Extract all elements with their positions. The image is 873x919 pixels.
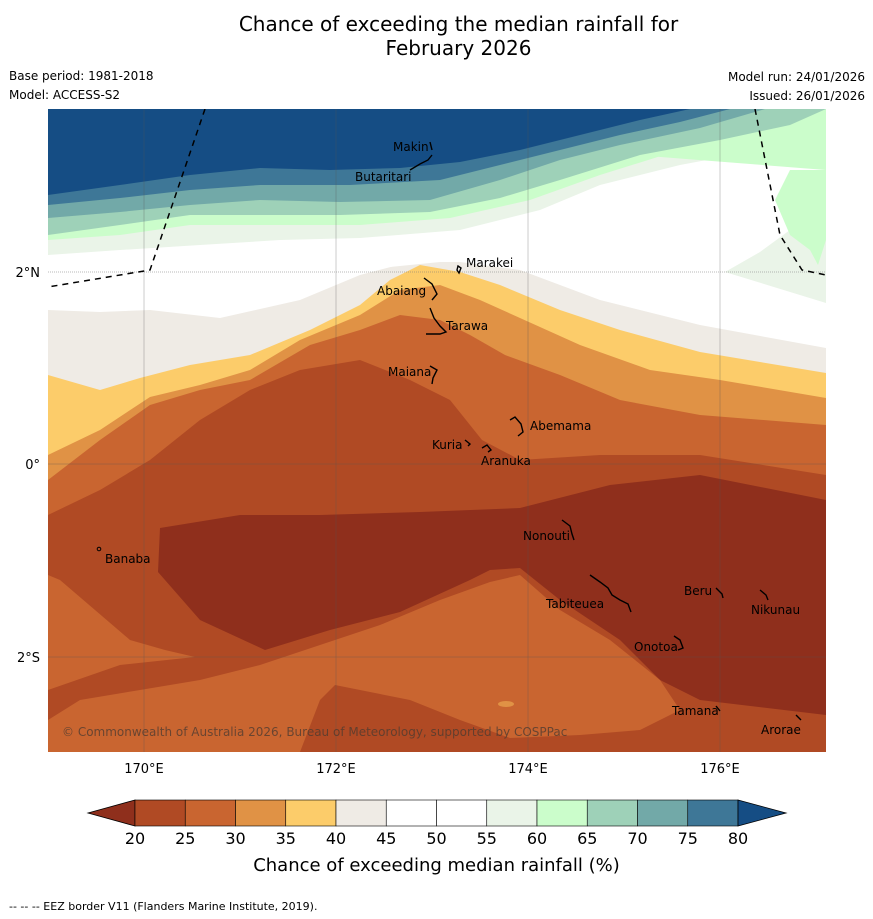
colorbar-cell-c70_75 <box>637 799 689 827</box>
island-nikunau <box>759 589 769 601</box>
colorbar-tick-75: 75 <box>678 829 698 848</box>
colorbar-tick-35: 35 <box>276 829 296 848</box>
eez-border <box>48 109 826 288</box>
colorbar-tick-65: 65 <box>577 829 597 848</box>
island-nonouti <box>561 519 575 541</box>
colorbar-cell-c75_80 <box>687 799 739 827</box>
map-gridlines <box>48 109 826 752</box>
patch-30-35 <box>498 701 514 707</box>
colorbar-tick-40: 40 <box>326 829 346 848</box>
label-abaiang: Abaiang <box>377 284 426 298</box>
island-beru <box>715 587 724 599</box>
colorbar-cell-c35_40 <box>285 799 337 827</box>
map-title-line1: Chance of exceeding the median rainfall … <box>238 12 679 36</box>
model-name: Model: ACCESS-S2 <box>9 88 121 102</box>
island-maiana <box>429 365 438 385</box>
y-tick-2n: 2°N <box>16 266 41 281</box>
label-arorae: Arorae <box>761 723 801 737</box>
island-tarawa <box>426 307 448 335</box>
colorbar-low-extension <box>86 799 136 827</box>
island-onotoa <box>673 635 684 651</box>
colorbar-tick-25: 25 <box>175 829 195 848</box>
issued-date: Issued: 26/01/2026 <box>749 89 865 103</box>
label-butaritari: Butaritari <box>355 170 412 184</box>
colorbar-cell-c55_60 <box>486 799 538 827</box>
map-title: Chance of exceeding the median rainfall … <box>0 12 873 60</box>
island-butaritari <box>409 154 433 171</box>
label-kuria: Kuria <box>432 438 463 452</box>
island-tabiteuea <box>589 574 632 613</box>
island-marakei <box>456 264 462 275</box>
label-onotoa: Onotoa <box>634 640 678 654</box>
colorbar-label: Chance of exceeding median rainfall (%) <box>253 855 620 876</box>
island-arorae <box>795 714 802 721</box>
label-tamana: Tamana <box>671 704 719 718</box>
map-plot-area: Makin Butaritari Marakei Abaiang Tarawa … <box>48 109 826 752</box>
model-run: Model run: 24/01/2026 <box>727 70 865 84</box>
label-nonouti: Nonouti <box>523 529 570 543</box>
colorbar-tick-70: 70 <box>627 829 647 848</box>
island-kuria <box>464 439 472 447</box>
base-period: Base period: 1981-2018 <box>9 69 154 83</box>
colorbar-cell-c60_65 <box>536 799 588 827</box>
colorbar: 20 25 30 35 40 45 50 55 60 65 70 75 80 <box>86 799 788 848</box>
label-marakei: Marakei <box>466 256 513 270</box>
map-title-line2: February 2026 <box>385 36 532 60</box>
colorbar-cell-c25_30 <box>184 799 236 827</box>
x-tick-174: 174°E <box>508 762 548 777</box>
colorbar-high-extension <box>737 799 788 827</box>
colorbar-tick-30: 30 <box>225 829 245 848</box>
label-makin: Makin <box>393 140 429 154</box>
label-abemama: Abemama <box>530 419 591 433</box>
colorbar-tick-50: 50 <box>426 829 446 848</box>
colorbar-cell-c20_25 <box>134 799 186 827</box>
label-tabiteuea: Tabiteuea <box>545 597 604 611</box>
colorbar-tick-60: 60 <box>527 829 547 848</box>
island-makin <box>429 141 433 151</box>
band-gt80 <box>48 109 690 195</box>
place-labels: Makin Butaritari Marakei Abaiang Tarawa … <box>105 140 801 737</box>
island-tamana <box>715 705 721 712</box>
x-tick-170: 170°E <box>124 762 164 777</box>
colorbar-tick-80: 80 <box>728 829 748 848</box>
eez-legend-footer: -- -- -- EEZ border V11 (Flanders Marine… <box>9 900 318 913</box>
label-nikunau: Nikunau <box>751 603 800 617</box>
label-aranuka: Aranuka <box>481 454 531 468</box>
island-abaiang <box>423 277 438 301</box>
label-beru: Beru <box>684 584 712 598</box>
axis-labels: 170°E 172°E 174°E 176°E 2°N 0° 2°S <box>16 266 740 777</box>
y-tick-0: 0° <box>25 458 40 473</box>
colorbar-cell-c45_50 <box>385 799 437 827</box>
label-maiana: Maiana <box>388 365 431 379</box>
colorbar-cell-c65_70 <box>586 799 638 827</box>
colorbar-tick-55: 55 <box>477 829 497 848</box>
copyright-notice: © Commonwealth of Australia 2026, Bureau… <box>62 725 567 739</box>
y-tick-2s: 2°S <box>17 651 40 666</box>
colorbar-tick-20: 20 <box>125 829 145 848</box>
x-tick-176: 176°E <box>700 762 740 777</box>
colorbar-cell-c50_55 <box>436 799 488 827</box>
label-banaba: Banaba <box>105 552 151 566</box>
island-aranuka <box>481 444 493 453</box>
island-banaba <box>96 546 102 552</box>
label-tarawa: Tarawa <box>445 319 488 333</box>
colorbar-cell-c40_45 <box>335 799 387 827</box>
colorbar-cell-c30_35 <box>235 799 287 827</box>
x-tick-172: 172°E <box>316 762 356 777</box>
colorbar-tick-45: 45 <box>376 829 396 848</box>
island-abemama <box>509 416 524 437</box>
island-outlines <box>409 141 802 721</box>
